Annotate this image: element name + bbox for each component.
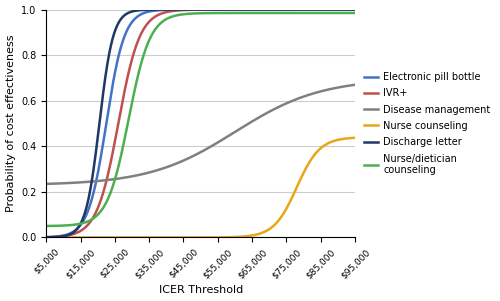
Discharge letter (290, 8, 296, 11)
Discharge letter (256, 8, 262, 11)
Nurse counseling (180, 236, 186, 239)
Line: IVR+: IVR+ (46, 10, 355, 237)
Discharge letter (180, 8, 186, 11)
Nurse/dietician
counseling (290, 11, 296, 15)
IVR+ (290, 8, 296, 11)
Nurse counseling (284, 206, 290, 209)
Discharge letter (74, 226, 80, 230)
IVR+ (284, 8, 290, 11)
Line: Disease management: Disease management (46, 85, 355, 184)
Discharge letter (168, 8, 174, 11)
Electronic pill bottle (168, 8, 174, 11)
Nurse/dietician
counseling (180, 13, 186, 16)
Nurse/dietician
counseling (256, 11, 262, 15)
Discharge letter (43, 236, 49, 239)
Electronic pill bottle (290, 8, 296, 11)
Discharge letter (284, 8, 290, 11)
Electronic pill bottle (74, 226, 80, 230)
Electronic pill bottle (43, 235, 49, 239)
Electronic pill bottle (284, 8, 290, 11)
Disease management (352, 83, 358, 87)
Nurse/dietician
counseling (352, 11, 358, 15)
Discharge letter (352, 8, 358, 11)
Disease management (43, 182, 49, 186)
X-axis label: ICER Threshold: ICER Threshold (158, 285, 243, 296)
Nurse counseling (74, 236, 80, 239)
Nurse/dietician
counseling (168, 15, 174, 19)
Disease management (290, 99, 296, 103)
Electronic pill bottle (180, 8, 186, 11)
Line: Discharge letter: Discharge letter (46, 10, 355, 237)
Y-axis label: Probability of cost effectiveness: Probability of cost effectiveness (6, 35, 16, 212)
IVR+ (168, 9, 174, 13)
IVR+ (43, 235, 49, 239)
Nurse counseling (256, 232, 262, 236)
Electronic pill bottle (352, 8, 358, 11)
Disease management (168, 164, 174, 167)
Discharge letter (348, 8, 354, 11)
IVR+ (180, 8, 186, 12)
Nurse counseling (168, 236, 174, 239)
IVR+ (74, 231, 80, 234)
Line: Nurse/dietician
counseling: Nurse/dietician counseling (46, 13, 355, 226)
Nurse/dietician
counseling (284, 11, 290, 15)
Disease management (74, 181, 80, 184)
IVR+ (256, 8, 262, 11)
Legend: Electronic pill bottle, IVR+, Disease management, Nurse counseling, Discharge le: Electronic pill bottle, IVR+, Disease ma… (360, 68, 494, 179)
Disease management (284, 101, 290, 105)
IVR+ (352, 8, 358, 11)
Line: Nurse counseling: Nurse counseling (46, 138, 355, 237)
Nurse/dietician
counseling (74, 222, 80, 226)
Nurse counseling (290, 194, 296, 198)
Nurse counseling (352, 136, 358, 140)
Disease management (180, 159, 186, 163)
Line: Electronic pill bottle: Electronic pill bottle (46, 10, 355, 237)
Nurse counseling (43, 236, 49, 239)
Nurse/dietician
counseling (43, 224, 49, 228)
Disease management (256, 116, 262, 119)
Electronic pill bottle (256, 8, 262, 11)
